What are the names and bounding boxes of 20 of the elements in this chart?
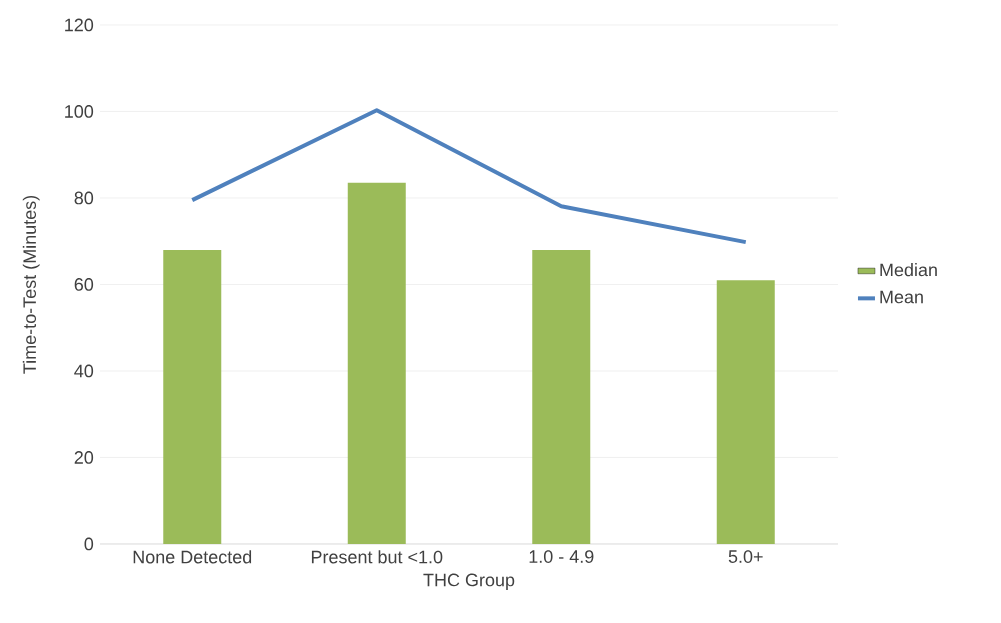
y-axis-title: Time-to-Test (Minutes) (22, 195, 40, 374)
y-tick-label: 0 (84, 537, 94, 551)
bar (347, 182, 406, 544)
y-tick-label: 60 (74, 278, 94, 291)
legend-label: Mean (880, 290, 923, 304)
x-tick-label: None Detected (133, 550, 252, 564)
line-series (190, 108, 748, 245)
bar (716, 280, 775, 544)
y-tick-label: 80 (74, 191, 94, 205)
x-tick-label: 1.0 - 4.9 (529, 550, 594, 563)
bar (163, 249, 222, 544)
y-tick-label: 120 (65, 18, 94, 32)
bar (532, 249, 591, 544)
y-tick-label: 20 (74, 451, 94, 464)
y-tick-label: 40 (74, 364, 94, 378)
x-axis-title: THC Group (423, 573, 515, 590)
x-tick-label: Present but <1.0 (311, 550, 443, 564)
y-tick-label: 100 (65, 105, 94, 118)
x-tick-label: 5.0+ (728, 550, 763, 563)
legend-label: Median (880, 263, 937, 277)
